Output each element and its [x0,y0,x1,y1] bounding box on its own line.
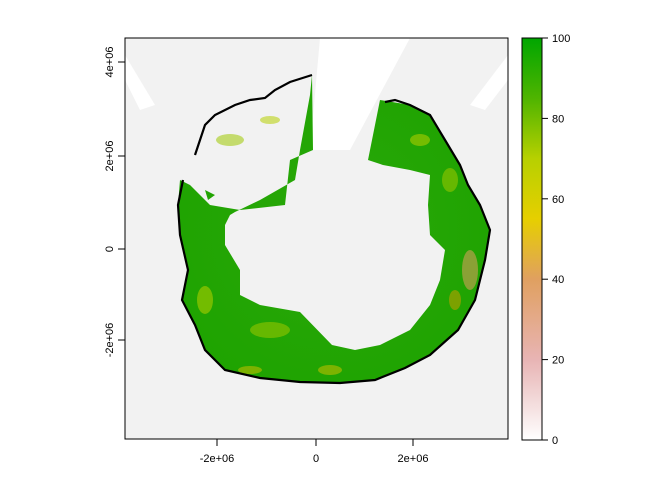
y-axis: -2e+06 0 2e+06 4e+06 [104,47,126,358]
x-tick-label: 2e+06 [398,453,429,465]
background-gap-topright [470,55,508,110]
legend-gradient [522,38,542,440]
legend-tick-label: 80 [552,113,564,125]
y-tick-label: -2e+06 [104,323,116,358]
coverage-ring [178,75,490,383]
y-tick-label: 0 [104,246,116,252]
x-tick-label: 0 [313,453,319,465]
legend-tick-label: 20 [552,355,564,367]
background-gap-top [310,38,410,150]
background-gap-topleft [125,55,155,110]
legend-tick-label: 40 [552,274,564,286]
y-tick-label: 2e+06 [104,141,116,172]
legend-tick-label: 100 [552,33,570,45]
legend-colorbar: 0 20 40 60 80 100 [521,33,570,447]
x-axis: -2e+06 0 2e+06 [200,438,429,465]
legend-tick-label: 0 [552,435,558,447]
legend-tick-label: 60 [552,194,564,206]
coastline [176,73,492,385]
map-panel [124,37,509,440]
x-tick-label: -2e+06 [200,453,235,465]
y-tick-label: 4e+06 [104,47,116,78]
low-value-patches [197,116,478,375]
